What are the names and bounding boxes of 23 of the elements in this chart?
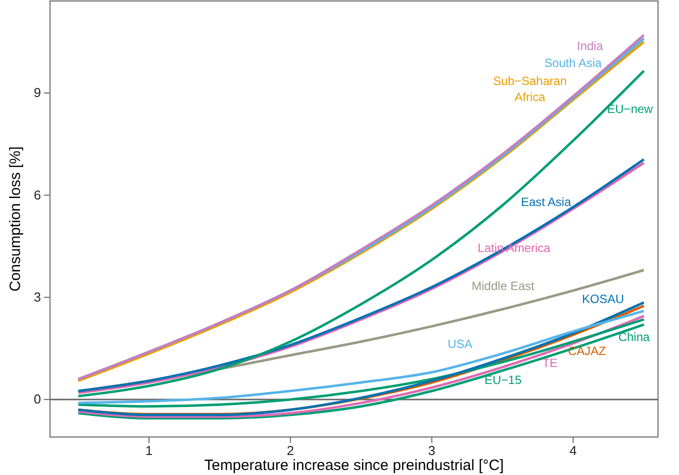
series-label: India	[576, 39, 604, 53]
series-label: Latin America	[478, 241, 551, 255]
series-label: EU−new	[607, 102, 654, 116]
series-label: East Asia	[520, 195, 572, 209]
series-label: KOSAU	[582, 292, 624, 306]
series-label: CAJAZ	[568, 344, 606, 358]
series-label: USA	[448, 337, 472, 351]
y-axis-title: Consumption loss [%]	[7, 146, 24, 292]
y-tick-label: 6	[34, 187, 41, 202]
x-tick-label: 4	[570, 443, 577, 458]
y-tick-label: 0	[34, 392, 41, 407]
series-label: EU−15	[484, 373, 522, 387]
y-tick-label: 3	[34, 290, 41, 305]
series-label: South Asia	[544, 56, 602, 70]
series-label: China	[618, 330, 650, 344]
series-label: Sub−Saharan Africa	[493, 74, 567, 104]
y-tick-label: 9	[34, 85, 41, 100]
series-label: Middle East	[472, 279, 536, 293]
x-tick-label: 2	[286, 443, 294, 458]
x-tick-label: 3	[428, 443, 436, 458]
x-axis-title: Temperature increase since preindustrial [°C]	[204, 457, 504, 474]
x-tick-label: 1	[145, 443, 153, 458]
series-label: TE	[542, 356, 558, 370]
